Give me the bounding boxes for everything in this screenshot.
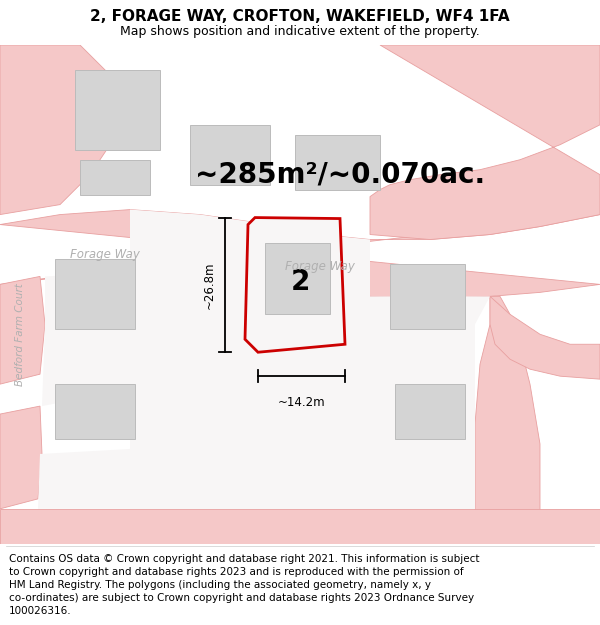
Polygon shape bbox=[0, 406, 42, 509]
Text: 2: 2 bbox=[290, 268, 310, 296]
Bar bbox=[295, 135, 380, 189]
Bar bbox=[265, 242, 330, 314]
Text: ~26.8m: ~26.8m bbox=[203, 261, 215, 309]
Text: Forage Way: Forage Way bbox=[285, 260, 355, 273]
Bar bbox=[55, 384, 135, 439]
Text: Forage Way: Forage Way bbox=[70, 248, 140, 261]
Bar bbox=[390, 264, 465, 329]
Polygon shape bbox=[0, 45, 120, 214]
Polygon shape bbox=[475, 296, 540, 544]
Text: Bedford Farm Court: Bedford Farm Court bbox=[15, 283, 25, 386]
Polygon shape bbox=[0, 209, 600, 298]
Polygon shape bbox=[355, 389, 475, 509]
Bar bbox=[75, 70, 160, 150]
Bar bbox=[265, 234, 335, 309]
Text: 2, FORAGE WAY, CROFTON, WAKEFIELD, WF4 1FA: 2, FORAGE WAY, CROFTON, WAKEFIELD, WF4 1… bbox=[90, 9, 510, 24]
Bar bbox=[55, 259, 135, 329]
Polygon shape bbox=[355, 296, 490, 389]
Polygon shape bbox=[130, 209, 370, 389]
Bar bbox=[190, 125, 270, 184]
Polygon shape bbox=[0, 276, 45, 384]
Polygon shape bbox=[490, 296, 600, 379]
Polygon shape bbox=[0, 509, 600, 544]
Polygon shape bbox=[355, 296, 395, 389]
Polygon shape bbox=[130, 389, 370, 509]
Polygon shape bbox=[370, 45, 600, 239]
Text: Map shows position and indicative extent of the property.: Map shows position and indicative extent… bbox=[120, 25, 480, 38]
Text: Contains OS data © Crown copyright and database right 2021. This information is : Contains OS data © Crown copyright and d… bbox=[9, 554, 479, 616]
Text: ~285m²/~0.070ac.: ~285m²/~0.070ac. bbox=[195, 161, 485, 189]
Polygon shape bbox=[245, 217, 345, 352]
Bar bbox=[395, 384, 465, 439]
Polygon shape bbox=[38, 449, 130, 509]
Bar bbox=[80, 160, 150, 194]
Text: ~14.2m: ~14.2m bbox=[278, 396, 325, 409]
Polygon shape bbox=[42, 272, 130, 406]
